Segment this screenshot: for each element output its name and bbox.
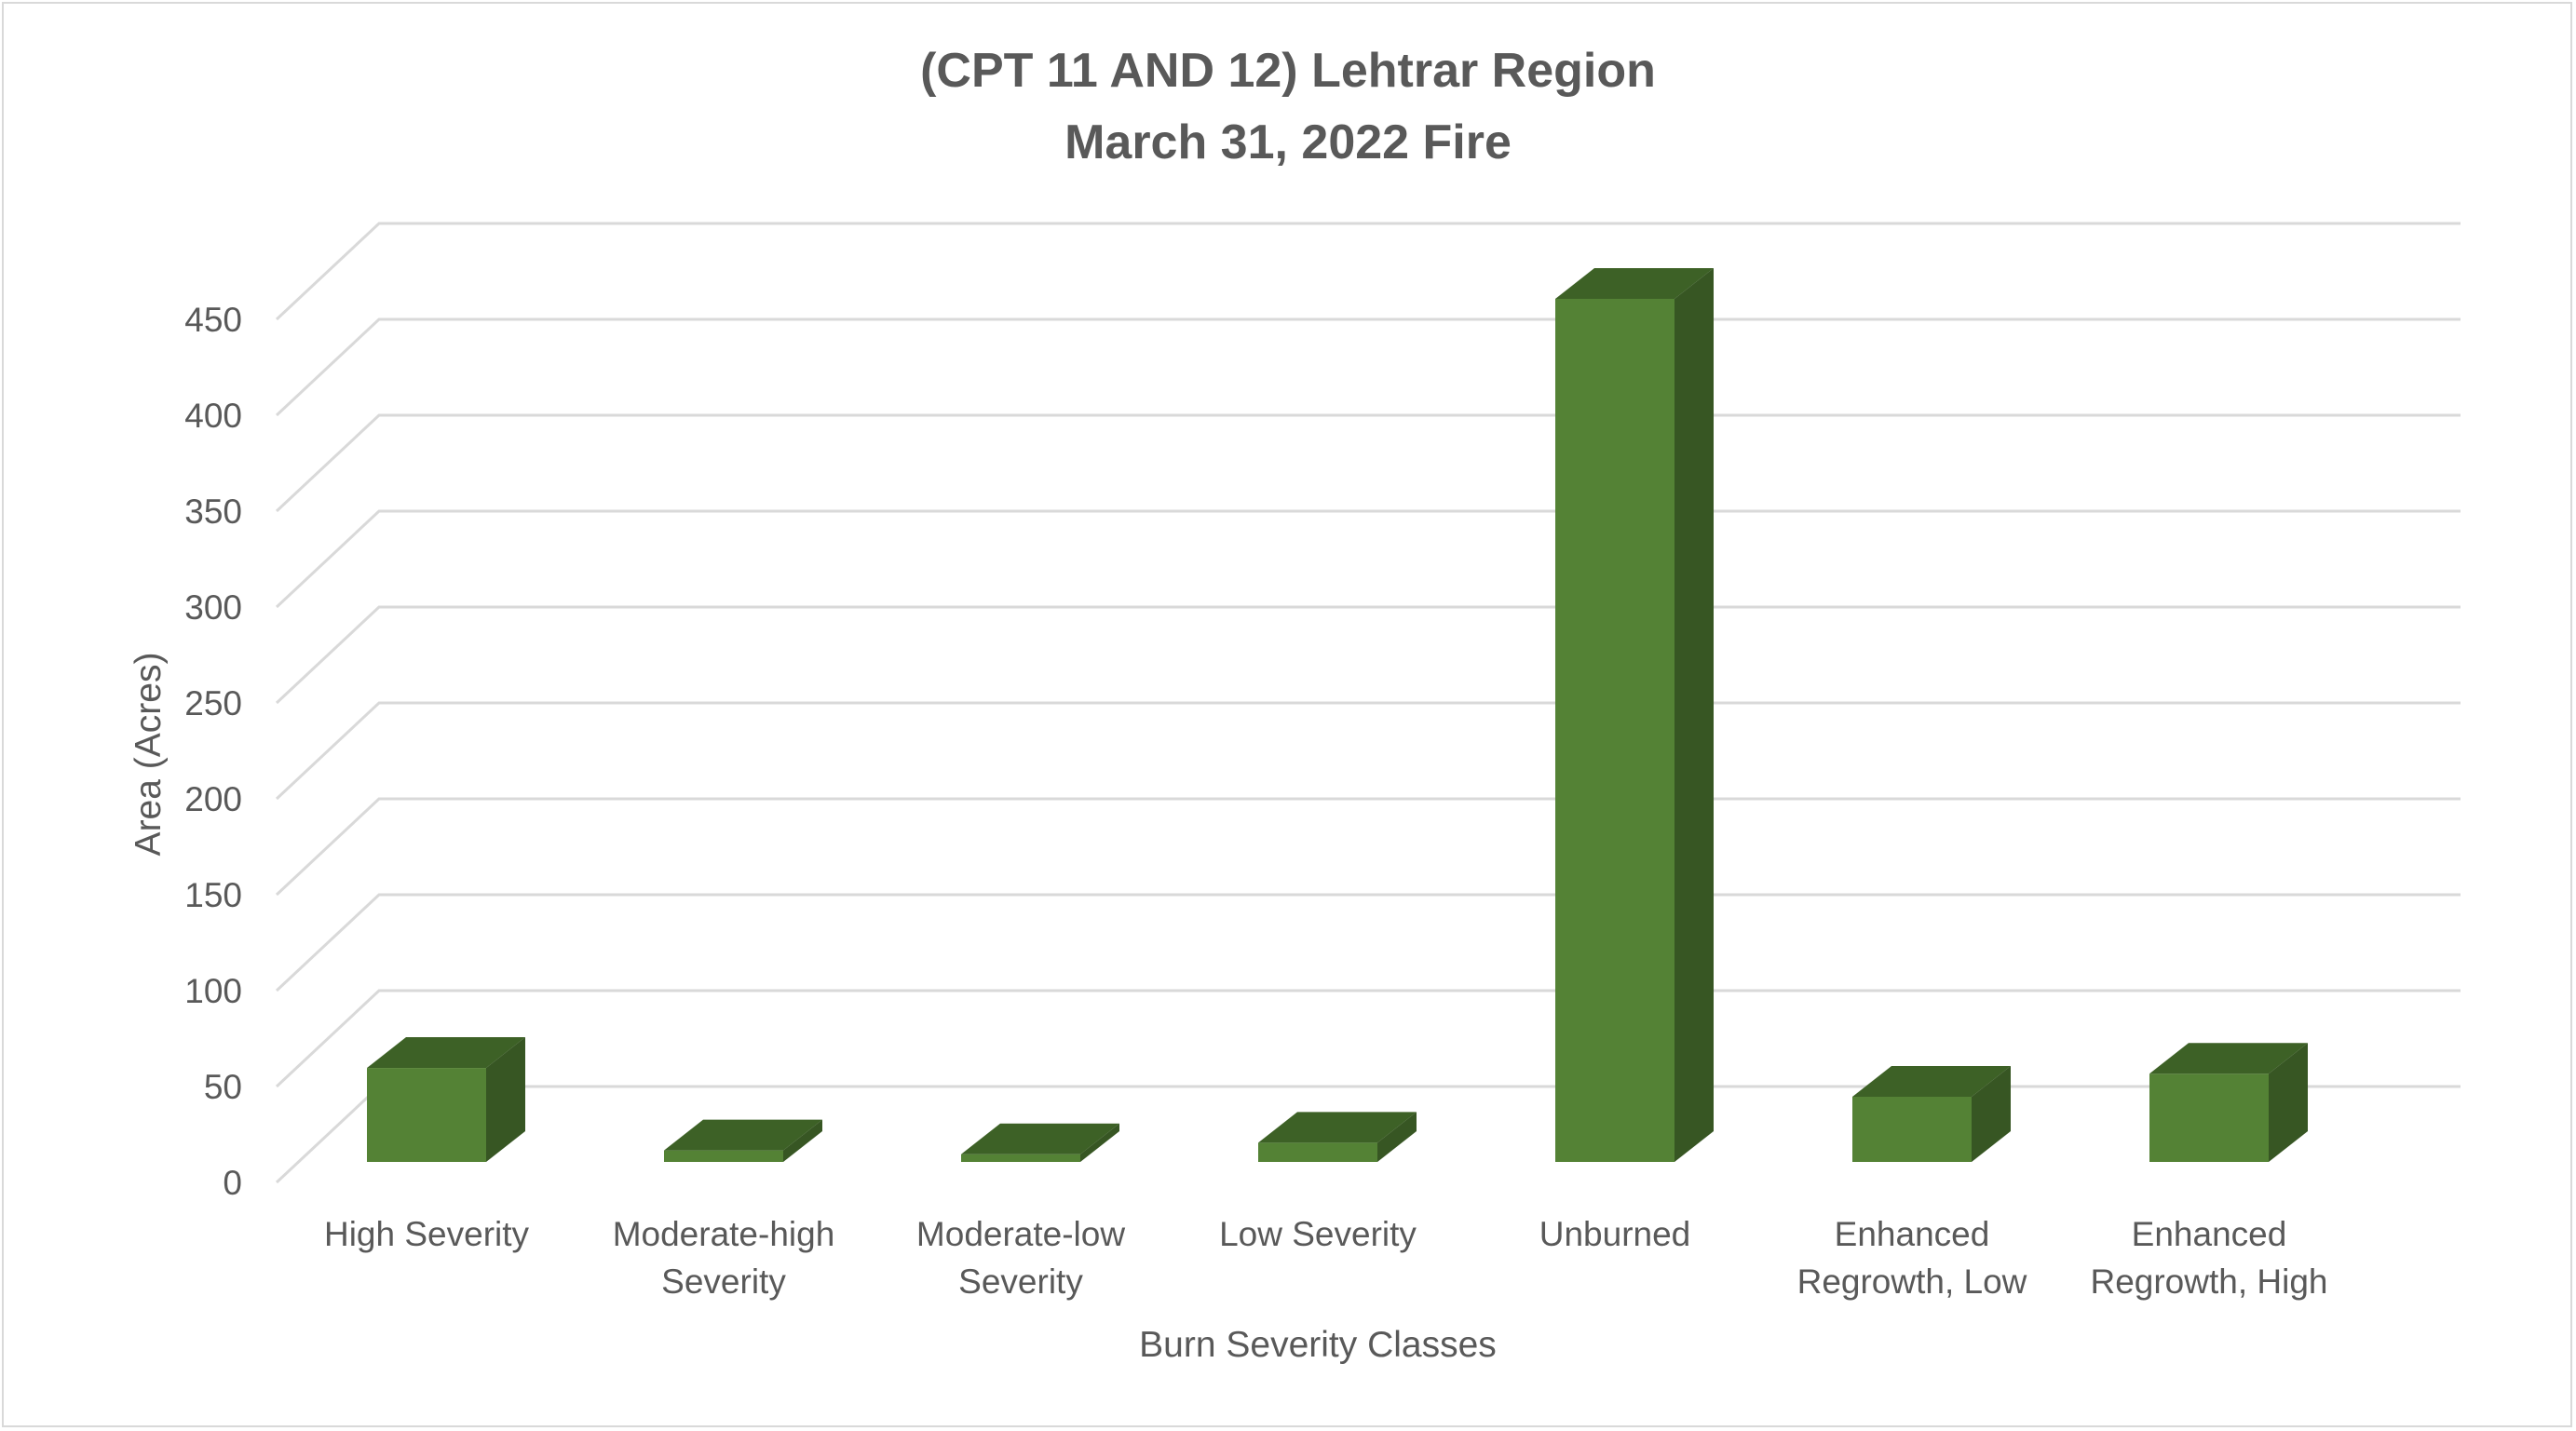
bar-side bbox=[1080, 1123, 1119, 1162]
bar-front bbox=[2149, 1073, 2269, 1162]
x-tick-label: Unburned bbox=[1539, 1215, 1691, 1253]
bar bbox=[1555, 268, 1714, 1162]
bar-side bbox=[783, 1119, 822, 1162]
x-tick-labels: High Severity Moderate-high Severity Modera… bbox=[324, 1215, 2328, 1301]
bar bbox=[1258, 1112, 1417, 1162]
x-tick-label: Severity bbox=[661, 1262, 786, 1301]
y-tick-label: 450 bbox=[184, 301, 242, 339]
gridline bbox=[275, 509, 2461, 609]
bar-side bbox=[1972, 1065, 2011, 1162]
x-tick-label: Severity bbox=[958, 1262, 1083, 1301]
x-tick-label: Moderate-low bbox=[916, 1215, 1125, 1253]
x-tick-label: Moderate-high bbox=[613, 1215, 835, 1253]
x-tick-label: High Severity bbox=[324, 1215, 530, 1253]
bar-front bbox=[367, 1068, 486, 1162]
bar-top bbox=[2149, 1043, 2308, 1074]
y-tick-label: 250 bbox=[184, 684, 242, 722]
bar bbox=[664, 1119, 822, 1162]
bar bbox=[961, 1123, 1119, 1162]
gridlines bbox=[275, 222, 2461, 1184]
gridline bbox=[275, 701, 2461, 801]
y-tick-label: 400 bbox=[184, 397, 242, 435]
gridline bbox=[275, 989, 2461, 1088]
bar bbox=[1852, 1065, 2011, 1162]
bar-top bbox=[1852, 1065, 2011, 1097]
y-axis-title: Area (Acres) bbox=[129, 653, 169, 857]
bar-side bbox=[1674, 268, 1714, 1162]
y-tick-label: 300 bbox=[184, 588, 242, 627]
x-axis-title: Burn Severity Classes bbox=[1139, 1325, 1497, 1365]
gridline bbox=[275, 605, 2461, 705]
chart-title-line-2: March 31, 2022 Fire bbox=[1064, 115, 1512, 169]
y-tick-label: 100 bbox=[184, 972, 242, 1010]
bar-top bbox=[1555, 268, 1714, 299]
gridline bbox=[275, 222, 2461, 321]
bar-side bbox=[1377, 1112, 1417, 1162]
bar-front bbox=[1852, 1096, 1972, 1162]
x-tick-label: Enhanced bbox=[1835, 1215, 1990, 1253]
x-tick-label: Low Severity bbox=[1219, 1215, 1417, 1253]
x-tick-label: Regrowth, High bbox=[2090, 1262, 2327, 1301]
bars bbox=[367, 268, 2308, 1162]
bar-side bbox=[2269, 1043, 2308, 1162]
bar-top bbox=[961, 1123, 1119, 1154]
x-tick-label: Enhanced bbox=[2132, 1215, 2287, 1253]
bar bbox=[367, 1037, 525, 1162]
gridline bbox=[275, 797, 2461, 897]
bar-front bbox=[961, 1154, 1080, 1162]
bar-front bbox=[1555, 299, 1674, 1162]
y-tick-label: 150 bbox=[184, 876, 242, 914]
x-tick-label: Regrowth, Low bbox=[1797, 1262, 2027, 1301]
y-tick-label: 200 bbox=[184, 780, 242, 818]
bar-top bbox=[1258, 1112, 1417, 1143]
bar-front bbox=[1258, 1142, 1377, 1162]
chart-title-line-1: (CPT 11 AND 12) Lehtrar Region bbox=[920, 44, 1656, 98]
gridline bbox=[275, 893, 2461, 992]
y-tick-label: 350 bbox=[184, 493, 242, 531]
bar bbox=[2149, 1043, 2308, 1162]
y-tick-label: 50 bbox=[204, 1068, 242, 1106]
bar-side bbox=[486, 1037, 525, 1162]
gridline bbox=[275, 413, 2461, 513]
y-tick-labels: 0 50 100 150 200 250 300 350 400 450 bbox=[184, 301, 242, 1202]
y-tick-label: 0 bbox=[223, 1164, 242, 1202]
bar-top bbox=[367, 1037, 525, 1069]
bar-front bbox=[664, 1150, 783, 1162]
bar-top bbox=[664, 1119, 822, 1151]
gridline bbox=[275, 317, 2461, 417]
